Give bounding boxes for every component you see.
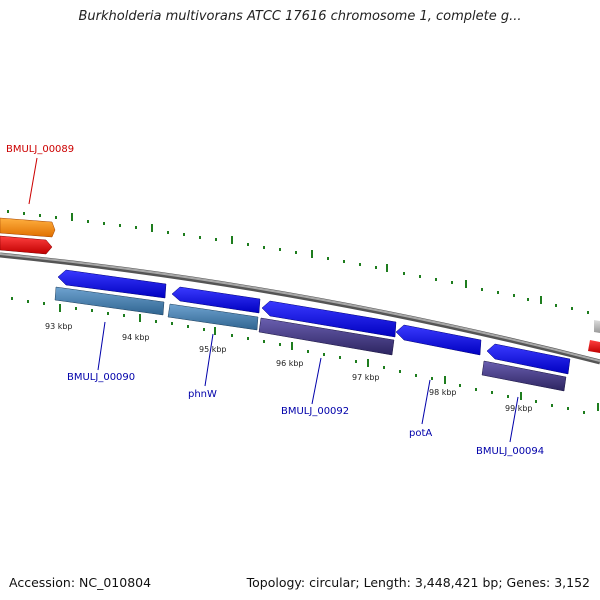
gene-label-bmulj-00089: BMULJ_00089 bbox=[6, 144, 74, 155]
gene-label-pota: potA bbox=[409, 428, 432, 439]
gene-right-red[interactable] bbox=[588, 340, 600, 353]
gene-label-phnw: phnW bbox=[188, 389, 217, 400]
gene-bmulj-00090-cds[interactable] bbox=[57, 269, 167, 299]
tick-labels: 93 kbp 94 kbp 95 kbp 96 kbp 97 kbp 98 kb… bbox=[45, 322, 533, 413]
gene-bmulj-00092-cds[interactable] bbox=[261, 300, 397, 338]
gene-phnw-cds[interactable] bbox=[171, 286, 261, 314]
topology-text: Topology: circular; Length: 3,448,421 bp… bbox=[246, 575, 590, 590]
tick-label-97: 97 kbp bbox=[352, 373, 380, 382]
gc-track-lower bbox=[11, 297, 599, 414]
gene-right-grey[interactable] bbox=[594, 320, 600, 333]
tick-label-95: 95 kbp bbox=[199, 345, 227, 354]
label-leader-lines bbox=[28, 157, 519, 443]
gene-bmulj-00092-feature[interactable] bbox=[258, 317, 395, 356]
gene-bmulj-00094-cds[interactable] bbox=[486, 343, 571, 375]
tick-label-98: 98 kbp bbox=[429, 388, 457, 397]
gene-bmulj-00089-red[interactable] bbox=[0, 235, 53, 255]
tick-label-99: 99 kbp bbox=[505, 404, 533, 413]
map-title: Burkholderia multivorans ATCC 17616 chro… bbox=[78, 9, 522, 24]
gc-track-upper bbox=[7, 210, 589, 314]
tick-label-93: 93 kbp bbox=[45, 322, 73, 331]
gene-bmulj-00089-forward[interactable] bbox=[0, 217, 56, 238]
gene-labels: BMULJ_00089 BMULJ_00090 phnW BMULJ_00092… bbox=[6, 144, 544, 457]
gene-phnw-feature[interactable] bbox=[167, 303, 259, 331]
gene-bmulj-00094-feature[interactable] bbox=[481, 360, 567, 392]
tick-label-96: 96 kbp bbox=[276, 359, 304, 368]
gene-pota-cds[interactable] bbox=[395, 324, 482, 356]
accession-text: Accession: NC_010804 bbox=[9, 575, 152, 590]
gene-label-bmulj-00092: BMULJ_00092 bbox=[281, 406, 349, 417]
tick-label-94: 94 kbp bbox=[122, 333, 150, 342]
gene-label-bmulj-00094: BMULJ_00094 bbox=[476, 446, 544, 457]
gene-label-bmulj-00090: BMULJ_00090 bbox=[67, 372, 135, 383]
gene-bmulj-00090-feature[interactable] bbox=[54, 286, 165, 316]
